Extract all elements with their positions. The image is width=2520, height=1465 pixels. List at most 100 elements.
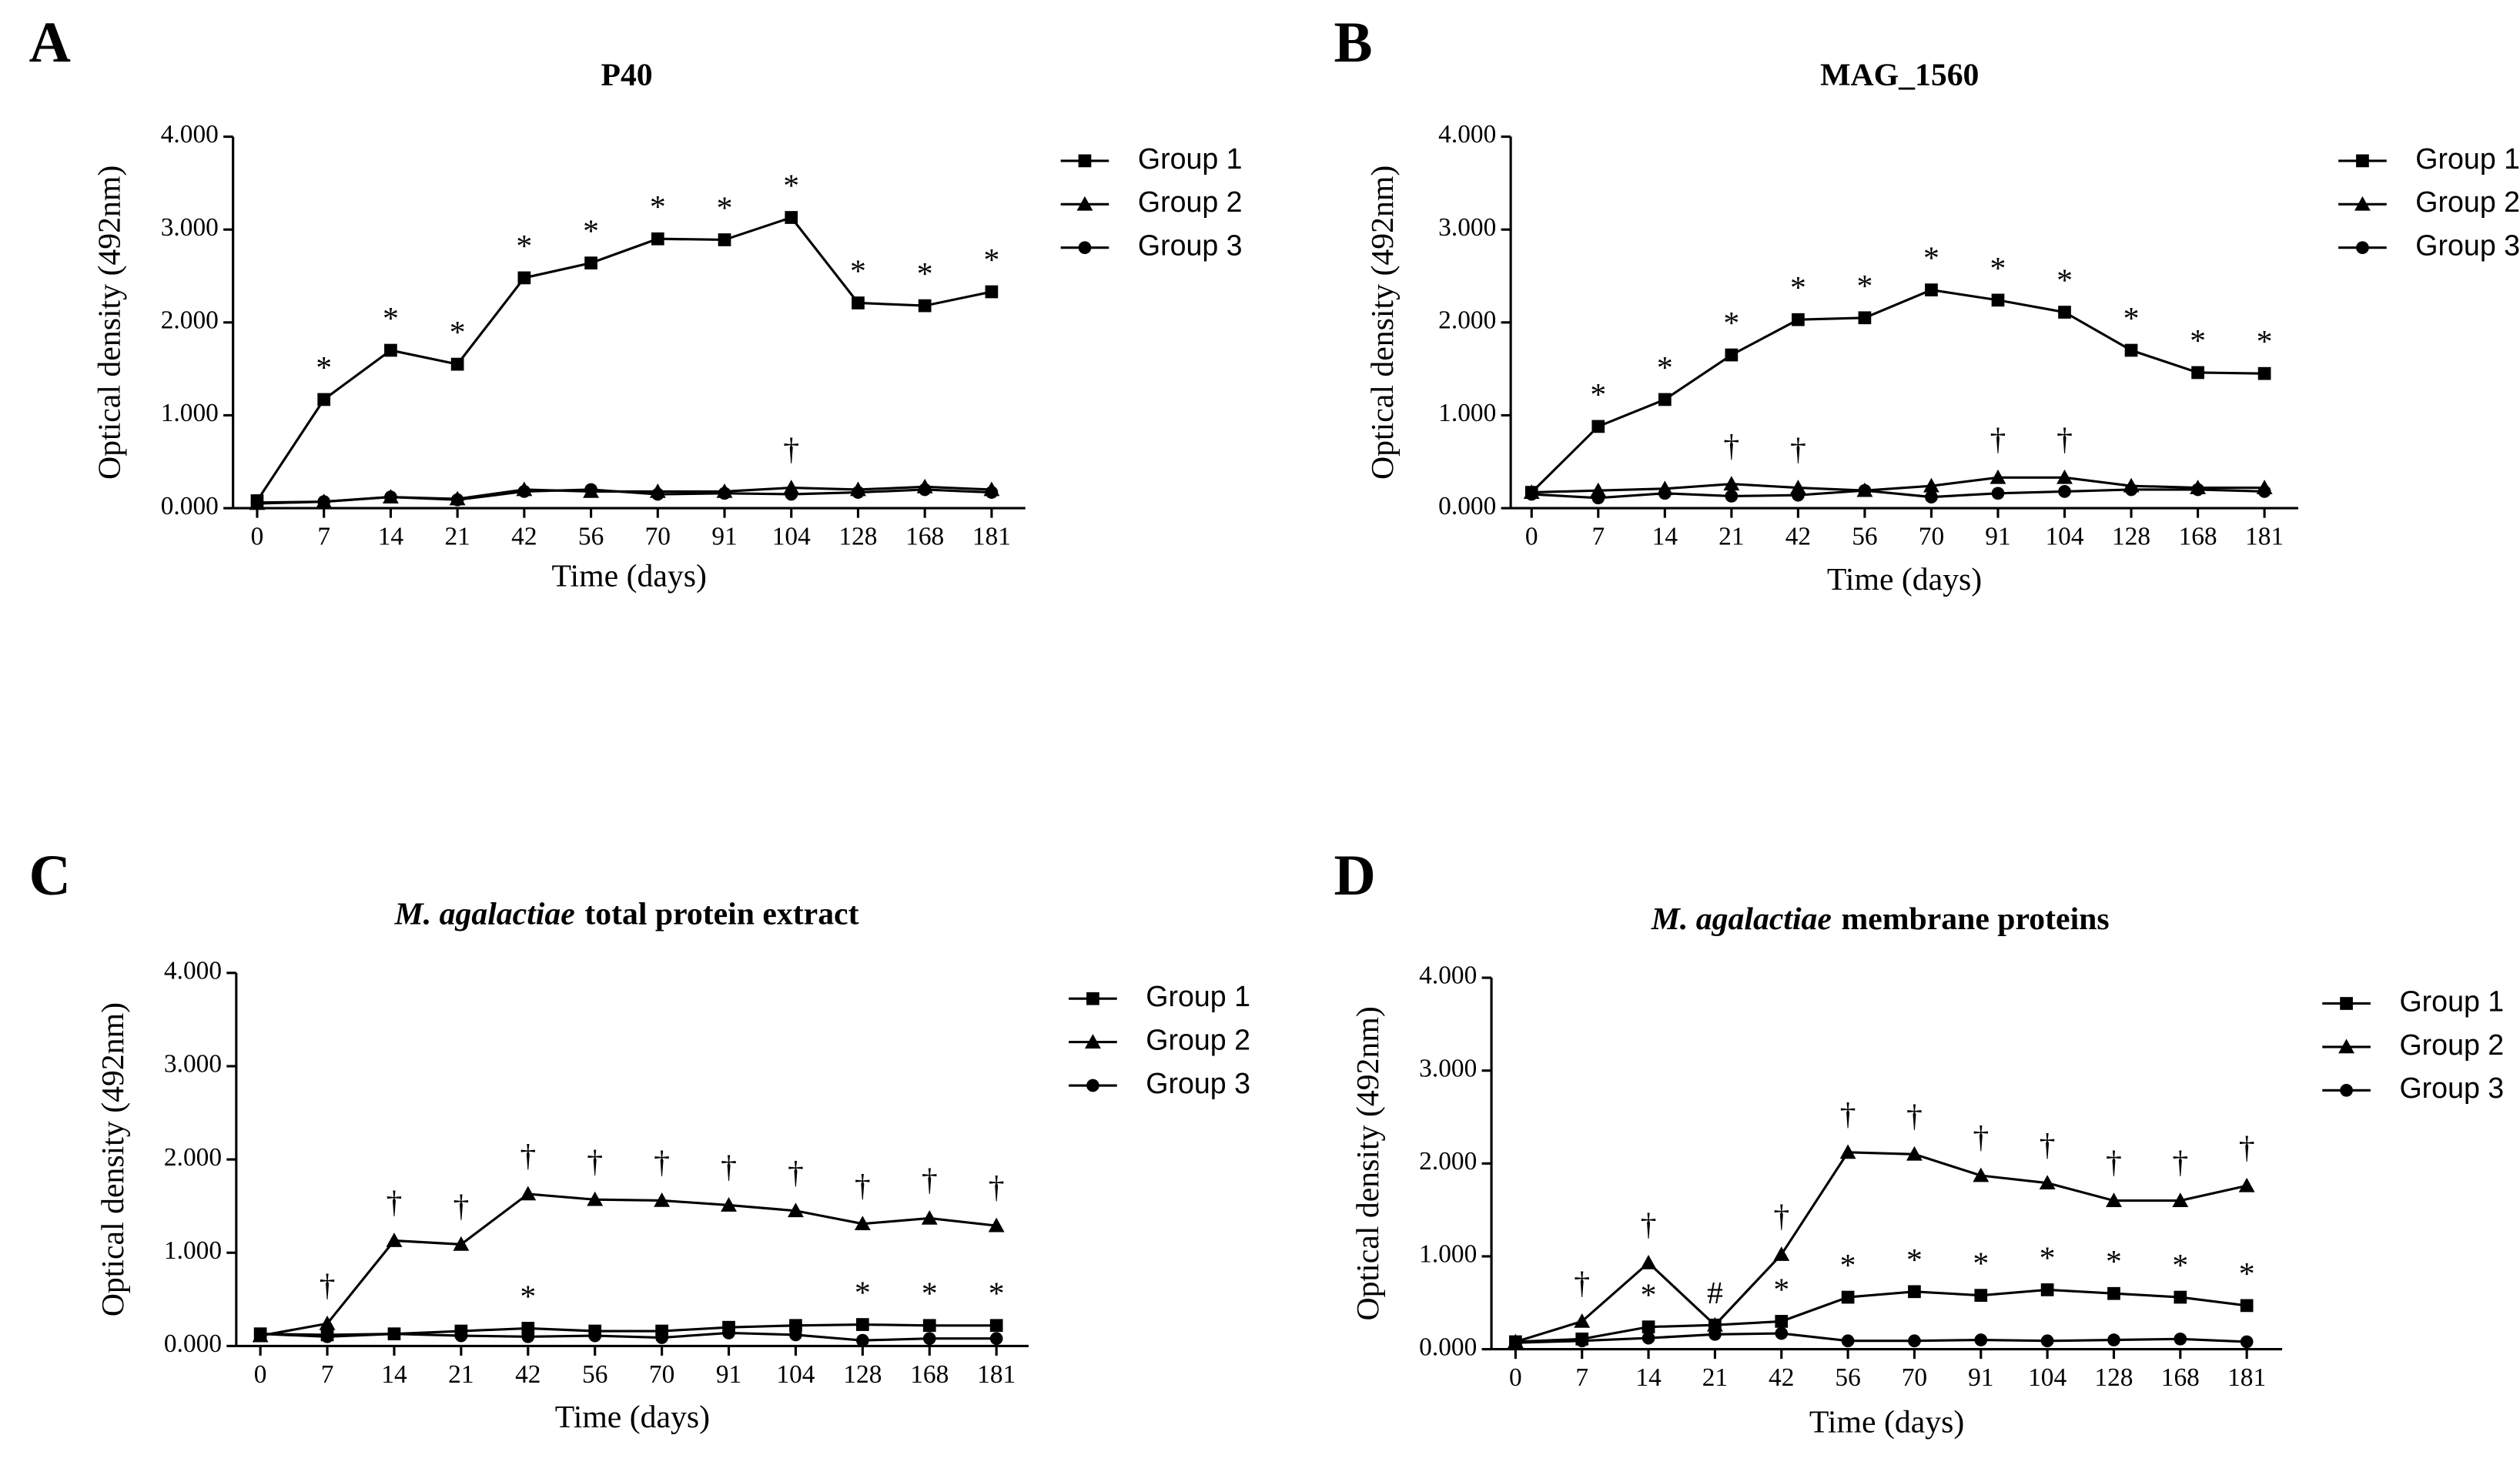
annotation: †	[1790, 432, 1806, 467]
data-point	[1841, 1334, 1855, 1348]
y-axis-title: Optical density (492nm)	[95, 1002, 131, 1316]
annotation: †	[2106, 1145, 2122, 1180]
data-point	[1858, 483, 1872, 497]
data-point	[2257, 485, 2271, 498]
data-point	[1775, 1315, 1789, 1328]
annotation: *	[989, 1276, 1005, 1312]
x-tick-label: 7	[1575, 1363, 1588, 1392]
x-tick-label: 21	[1702, 1363, 1728, 1392]
series-line	[259, 1192, 997, 1337]
x-tick-label: 14	[1652, 522, 1678, 550]
x-tick-label: 56	[582, 1360, 607, 1389]
data-point	[2191, 366, 2204, 380]
data-point	[1925, 283, 1938, 296]
annotation: *	[383, 301, 399, 336]
data-point	[985, 486, 999, 499]
annotation: †	[1973, 1120, 1989, 1156]
y-axis-title: Optical density (492nm)	[1350, 1006, 1386, 1320]
data-point	[2240, 1335, 2254, 1349]
series-line	[1515, 1288, 2247, 1343]
data-point	[1925, 490, 1938, 503]
y-tick-label: 1.000	[161, 399, 219, 427]
x-tick-label: 91	[711, 522, 737, 550]
x-tick-label: 21	[1718, 522, 1744, 550]
data-point	[852, 296, 865, 309]
chart-title: M. agalactiae total protein extract	[394, 896, 859, 932]
panel-letter: B	[1334, 11, 1373, 75]
legend-marker	[2356, 154, 2369, 168]
data-point	[584, 256, 597, 269]
data-point	[517, 271, 531, 285]
x-tick-label: 42	[1769, 1363, 1794, 1392]
data-point	[520, 1186, 537, 1201]
legend-marker	[1084, 1034, 1101, 1049]
data-point	[785, 211, 798, 224]
y-tick-label: 0.000	[161, 492, 219, 520]
data-point	[722, 1326, 735, 1340]
annotation: †	[387, 1185, 403, 1220]
data-point	[922, 1319, 936, 1333]
x-axis-title: Time (days)	[1827, 562, 1982, 597]
x-tick-label: 56	[1852, 522, 1877, 550]
series-line	[1531, 488, 2265, 500]
data-point	[319, 1315, 336, 1330]
data-point	[454, 1329, 468, 1343]
data-point	[384, 490, 397, 503]
annotation: *	[917, 256, 933, 292]
x-tick-label: 0	[251, 522, 264, 550]
annotation: †	[520, 1139, 536, 1174]
data-point	[918, 299, 932, 313]
data-point	[1792, 488, 1805, 502]
data-point	[317, 495, 331, 509]
annotation: *	[1990, 251, 2006, 286]
legend-label: Group 1	[2399, 985, 2504, 1017]
x-tick-label: 168	[2179, 522, 2217, 550]
x-tick-label: 7	[321, 1360, 334, 1389]
data-point	[1642, 1331, 1655, 1345]
data-point	[253, 1327, 267, 1341]
annotation: *	[516, 229, 532, 264]
data-point	[654, 1192, 671, 1207]
x-tick-label: 70	[1919, 522, 1944, 550]
data-point	[320, 1330, 334, 1343]
x-tick-label: 168	[910, 1360, 949, 1389]
annotation: *	[1723, 306, 1739, 341]
data-point	[2107, 1333, 2120, 1346]
annotation: †	[1723, 428, 1739, 463]
annotation: *	[316, 350, 332, 386]
annotation: *	[983, 242, 999, 278]
annotation: †	[2040, 1127, 2056, 1162]
data-point	[1908, 1285, 1921, 1299]
data-point	[985, 285, 999, 299]
data-point	[2107, 1286, 2120, 1300]
data-point	[1706, 1316, 1723, 1332]
data-point	[785, 487, 798, 501]
legend-label: Group 3	[2415, 229, 2520, 262]
annotation: *	[1973, 1246, 1989, 1282]
data-point	[2174, 1332, 2187, 1346]
series-line	[256, 485, 992, 505]
title-italic: M. agalactiae	[1651, 901, 1832, 937]
chart-title: MAG_1560	[1820, 57, 1979, 92]
data-point	[788, 1202, 804, 1218]
x-tick-label: 168	[905, 522, 944, 550]
data-point	[789, 1328, 802, 1342]
y-tick-label: 2.000	[1419, 1147, 1477, 1176]
x-tick-label: 70	[645, 522, 671, 550]
data-point	[1591, 420, 1605, 433]
annotation: †	[2056, 422, 2073, 457]
annotation: *	[1790, 270, 1806, 306]
x-tick-label: 181	[2245, 522, 2284, 550]
data-point	[1658, 393, 1672, 406]
annotation: *	[2040, 1240, 2056, 1276]
data-point	[2040, 1283, 2054, 1296]
x-tick-label: 128	[2112, 522, 2150, 550]
data-point	[2124, 343, 2138, 357]
data-point	[1775, 1326, 1789, 1340]
data-point	[856, 1333, 869, 1347]
annotation: †	[1906, 1099, 1923, 1134]
data-point	[1974, 1289, 1988, 1302]
data-point	[2174, 1290, 2187, 1304]
